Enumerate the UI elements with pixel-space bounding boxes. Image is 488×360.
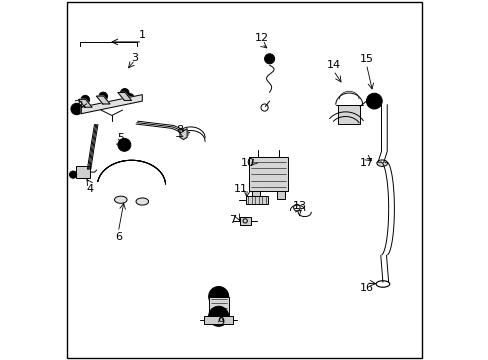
Text: 11: 11: [233, 184, 247, 194]
Circle shape: [208, 306, 228, 326]
Circle shape: [127, 96, 132, 101]
Polygon shape: [81, 95, 142, 114]
Text: 12: 12: [254, 33, 268, 43]
Polygon shape: [96, 96, 110, 104]
Ellipse shape: [376, 160, 387, 166]
Text: 8: 8: [176, 125, 183, 135]
Circle shape: [99, 92, 107, 101]
Text: 10: 10: [240, 158, 254, 168]
Circle shape: [74, 106, 80, 112]
Text: 7: 7: [229, 215, 236, 225]
Bar: [239, 217, 250, 225]
Circle shape: [118, 138, 131, 151]
Bar: [252, 192, 259, 199]
Text: 16: 16: [359, 283, 373, 293]
Circle shape: [81, 95, 89, 104]
Text: 1: 1: [139, 30, 145, 40]
Text: 13: 13: [292, 201, 306, 211]
Circle shape: [264, 54, 274, 64]
Ellipse shape: [375, 281, 389, 287]
Polygon shape: [118, 93, 131, 100]
Polygon shape: [180, 129, 187, 139]
Bar: [246, 197, 267, 204]
Text: 5: 5: [117, 133, 124, 143]
Circle shape: [366, 93, 382, 109]
Circle shape: [71, 173, 75, 176]
Ellipse shape: [136, 198, 148, 205]
Bar: [76, 166, 90, 178]
Bar: [248, 157, 287, 192]
Ellipse shape: [114, 196, 127, 203]
Circle shape: [208, 287, 228, 307]
Circle shape: [71, 103, 82, 115]
Bar: [204, 316, 233, 324]
Text: 15: 15: [359, 54, 373, 64]
Bar: [277, 192, 284, 199]
Text: 4: 4: [86, 184, 93, 194]
Polygon shape: [78, 99, 92, 107]
Text: 9: 9: [217, 317, 224, 327]
Circle shape: [69, 171, 77, 178]
Circle shape: [120, 89, 129, 97]
Text: 17: 17: [359, 158, 373, 168]
Circle shape: [125, 94, 134, 103]
Bar: [208, 297, 228, 316]
Bar: [338, 105, 359, 125]
Text: 3: 3: [131, 53, 138, 63]
Text: 6: 6: [115, 232, 122, 242]
Text: 14: 14: [325, 60, 340, 70]
Circle shape: [121, 141, 128, 148]
Circle shape: [369, 97, 378, 105]
Text: 2: 2: [73, 100, 80, 110]
